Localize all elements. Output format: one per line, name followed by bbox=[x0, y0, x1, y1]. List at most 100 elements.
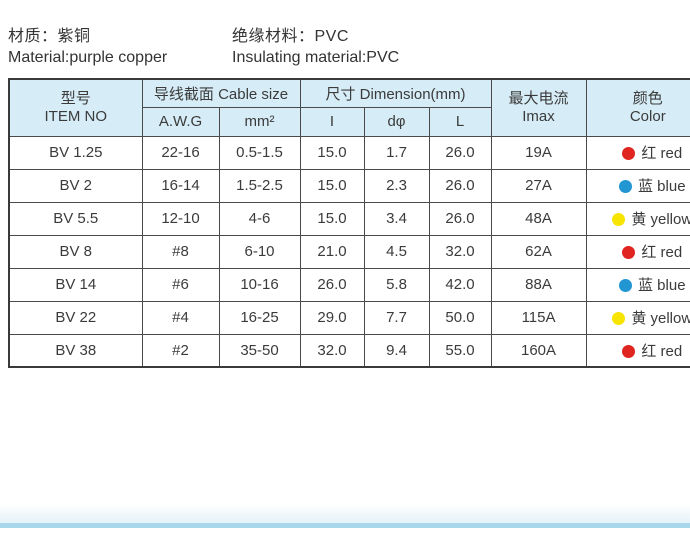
cell-mm2: 0.5-1.5 bbox=[218, 135, 301, 170]
cell-dim-i: 15.0 bbox=[299, 135, 365, 170]
insulation-label-cn: 绝缘材料：PVC bbox=[232, 28, 349, 45]
cell-awg: 12-10 bbox=[141, 201, 220, 236]
header-dim-d: dφ bbox=[363, 106, 430, 137]
spec-table-wrap: 型号 ITEM NO 导线截面 Cable size 尺寸 Dimension(… bbox=[8, 78, 690, 368]
cell-mm2: 6-10 bbox=[218, 234, 301, 269]
cell-item-no: BV 2 bbox=[8, 168, 143, 203]
cell-dim-l: 55.0 bbox=[428, 333, 492, 368]
cell-imax: 115A bbox=[490, 300, 587, 335]
cell-mm2: 1.5-2.5 bbox=[218, 168, 301, 203]
cell-mm2: 10-16 bbox=[218, 267, 301, 302]
color-label: 黄 yellow bbox=[631, 310, 690, 327]
cell-dim-d: 7.7 bbox=[363, 300, 430, 335]
cell-imax: 88A bbox=[490, 267, 587, 302]
cell-color: 黄 yellow bbox=[585, 300, 690, 335]
cell-dim-d: 3.4 bbox=[363, 201, 430, 236]
cell-item-no: BV 1.25 bbox=[8, 135, 143, 170]
header-imax-en: Imax bbox=[522, 107, 555, 125]
color-label: 红 red bbox=[641, 342, 683, 360]
cell-color: 蓝 blue bbox=[585, 168, 690, 203]
insulation-info: 绝缘材料：PVC Insulating material:PVC bbox=[232, 26, 399, 68]
header-mm2: mm² bbox=[218, 106, 301, 137]
cell-awg: 16-14 bbox=[141, 168, 220, 203]
cell-mm2: 35-50 bbox=[218, 333, 301, 368]
cell-item-no: BV 22 bbox=[8, 300, 143, 335]
color-label: 红 red bbox=[641, 244, 683, 261]
cell-awg: #6 bbox=[141, 267, 220, 302]
cell-color: 红 red bbox=[585, 333, 690, 368]
table-row: BV 38 #2 35-50 32.0 9.4 55.0 160A 红 red bbox=[8, 333, 690, 368]
header-awg: A.W.G bbox=[141, 106, 220, 137]
material-label-en: Material:purple copper bbox=[8, 49, 168, 66]
cell-imax: 62A bbox=[490, 234, 587, 269]
table-row: BV 5.5 12-10 4-6 15.0 3.4 26.0 48A 黄 yel… bbox=[8, 201, 690, 236]
cell-dim-l: 42.0 bbox=[428, 267, 492, 302]
header-color: 颜色 Color bbox=[585, 78, 690, 137]
cell-dim-i: 15.0 bbox=[299, 168, 365, 203]
header-dimension: 尺寸 Dimension(mm) bbox=[299, 78, 492, 108]
cell-dim-d: 9.4 bbox=[363, 333, 430, 368]
cell-dim-l: 26.0 bbox=[428, 201, 492, 236]
cell-dim-i: 21.0 bbox=[299, 234, 365, 269]
cell-item-no: BV 14 bbox=[8, 267, 143, 302]
bottom-accent-line bbox=[0, 523, 690, 528]
color-dot-icon bbox=[612, 213, 626, 226]
cell-dim-d: 2.3 bbox=[363, 168, 430, 203]
cell-awg: #8 bbox=[141, 234, 220, 269]
insulation-label-en: Insulating material:PVC bbox=[232, 49, 400, 66]
header-dim-i: I bbox=[299, 106, 365, 137]
material-info: 材质：紫铜 Material:purple copper bbox=[8, 26, 167, 68]
table-row: BV 22 #4 16-25 29.0 7.7 50.0 115A 黄 yell… bbox=[8, 300, 690, 335]
cell-awg: #4 bbox=[141, 300, 220, 335]
color-dot-icon bbox=[619, 279, 633, 292]
cell-imax: 48A bbox=[490, 201, 587, 236]
cell-color: 黄 yellow bbox=[585, 201, 690, 236]
bottom-fade-band bbox=[0, 504, 690, 523]
table-row: BV 1.25 22-16 0.5-1.5 15.0 1.7 26.0 19A … bbox=[8, 135, 690, 170]
cell-dim-l: 26.0 bbox=[428, 135, 492, 170]
header-color-cn: 颜色 bbox=[632, 89, 663, 107]
cell-item-no: BV 5.5 bbox=[8, 201, 143, 236]
cell-dim-i: 26.0 bbox=[299, 267, 365, 302]
cell-color: 红 red bbox=[585, 234, 690, 269]
cell-imax: 160A bbox=[490, 333, 587, 368]
cell-dim-i: 29.0 bbox=[299, 300, 365, 335]
spec-table-body: BV 1.25 22-16 0.5-1.5 15.0 1.7 26.0 19A … bbox=[8, 135, 690, 368]
cell-dim-i: 15.0 bbox=[299, 201, 365, 236]
color-dot-icon bbox=[619, 180, 633, 193]
header-dim-l: L bbox=[428, 106, 492, 137]
cell-awg: 22-16 bbox=[141, 135, 220, 170]
cell-dim-l: 32.0 bbox=[428, 234, 492, 269]
spec-table: 型号 ITEM NO 导线截面 Cable size 尺寸 Dimension(… bbox=[8, 78, 690, 368]
header-imax: 最大电流 Imax bbox=[490, 78, 587, 137]
cell-mm2: 4-6 bbox=[218, 201, 301, 236]
cell-dim-d: 4.5 bbox=[363, 234, 430, 269]
header-item-no-cn: 型号 bbox=[60, 89, 91, 107]
table-row: BV 8 #8 6-10 21.0 4.5 32.0 62A 红 red bbox=[8, 234, 690, 269]
color-dot-icon bbox=[612, 312, 626, 325]
cell-mm2: 16-25 bbox=[218, 300, 301, 335]
header-item-no-en: ITEM NO bbox=[44, 107, 108, 125]
cell-item-no: BV 38 bbox=[8, 333, 143, 368]
material-label-cn: 材质：紫铜 bbox=[8, 28, 91, 45]
cell-color: 红 red bbox=[585, 135, 690, 170]
header-cable-size: 导线截面 Cable size bbox=[141, 78, 301, 108]
header-imax-cn: 最大电流 bbox=[508, 89, 569, 107]
color-label: 黄 yellow bbox=[631, 211, 690, 228]
cell-dim-d: 1.7 bbox=[363, 135, 430, 170]
cell-dim-l: 50.0 bbox=[428, 300, 492, 335]
cell-dim-l: 26.0 bbox=[428, 168, 492, 203]
cell-color: 蓝 blue bbox=[585, 267, 690, 302]
cell-awg: #2 bbox=[141, 333, 220, 368]
cell-item-no: BV 8 bbox=[8, 234, 143, 269]
cell-imax: 19A bbox=[490, 135, 587, 170]
color-dot-icon bbox=[622, 246, 636, 259]
header-item-no: 型号 ITEM NO bbox=[8, 78, 143, 137]
cell-dim-d: 5.8 bbox=[363, 267, 430, 302]
table-row: BV 14 #6 10-16 26.0 5.8 42.0 88A 蓝 blue bbox=[8, 267, 690, 302]
cell-dim-i: 32.0 bbox=[299, 333, 365, 368]
header-color-en: Color bbox=[629, 107, 666, 125]
table-row: BV 2 16-14 1.5-2.5 15.0 2.3 26.0 27A 蓝 b… bbox=[8, 168, 690, 203]
color-dot-icon bbox=[622, 147, 636, 160]
